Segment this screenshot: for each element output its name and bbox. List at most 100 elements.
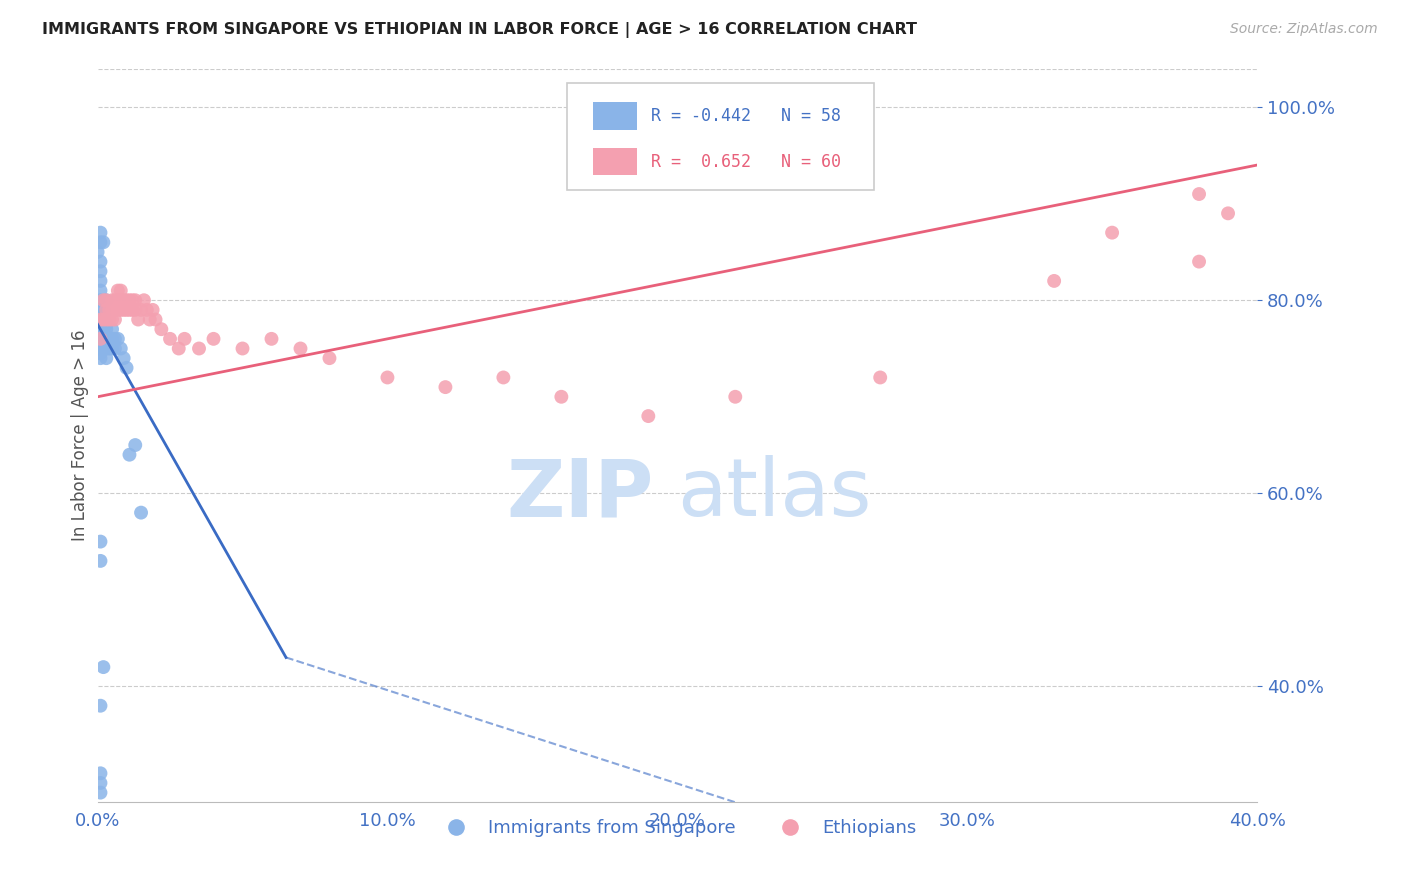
Point <box>89 293 111 308</box>
Point <box>93 312 115 326</box>
Point <box>89 326 111 341</box>
Point <box>377 370 399 384</box>
Point <box>869 370 891 384</box>
Point <box>104 342 127 356</box>
Point <box>89 226 111 240</box>
Point <box>104 302 127 317</box>
Point <box>135 302 157 317</box>
Point <box>1188 187 1211 202</box>
Point <box>89 322 111 336</box>
Point <box>112 302 135 317</box>
Point <box>89 766 111 780</box>
Point <box>142 302 165 317</box>
Point <box>202 332 225 346</box>
Legend: Immigrants from Singapore, Ethiopians: Immigrants from Singapore, Ethiopians <box>430 812 924 845</box>
Point <box>98 312 121 326</box>
Text: IMMIGRANTS FROM SINGAPORE VS ETHIOPIAN IN LABOR FORCE | AGE > 16 CORRELATION CHA: IMMIGRANTS FROM SINGAPORE VS ETHIOPIAN I… <box>42 22 917 38</box>
Point <box>89 274 111 288</box>
Bar <box>593 102 637 129</box>
Point <box>1188 254 1211 268</box>
Point <box>93 312 115 326</box>
Point <box>121 293 143 308</box>
Point <box>89 254 111 268</box>
Point <box>89 332 111 346</box>
Point <box>96 293 118 308</box>
Point <box>231 342 253 356</box>
Point <box>173 332 195 346</box>
Point <box>101 332 124 346</box>
Point <box>115 360 138 375</box>
Point <box>93 322 115 336</box>
Point <box>93 302 115 317</box>
Point <box>89 336 111 351</box>
Point <box>89 346 111 360</box>
Point <box>89 351 111 366</box>
Text: ZIP: ZIP <box>508 455 654 533</box>
Point <box>124 302 146 317</box>
Point <box>110 342 132 356</box>
Point <box>110 302 132 317</box>
Point <box>124 438 146 452</box>
Point <box>1216 206 1239 220</box>
Point <box>107 332 129 346</box>
Point <box>115 293 138 308</box>
Point <box>101 302 124 317</box>
Point <box>96 322 118 336</box>
Point <box>89 332 111 346</box>
Point <box>89 534 111 549</box>
Point <box>159 332 181 346</box>
Point <box>724 390 747 404</box>
Point <box>89 284 111 298</box>
Point <box>290 342 312 356</box>
Point <box>1043 274 1066 288</box>
Point <box>93 660 115 674</box>
Point <box>96 318 118 332</box>
Point <box>167 342 190 356</box>
Point <box>124 293 146 308</box>
Bar <box>593 147 637 176</box>
Point <box>188 342 211 356</box>
Point <box>104 312 127 326</box>
Text: Source: ZipAtlas.com: Source: ZipAtlas.com <box>1230 22 1378 37</box>
Point <box>127 312 149 326</box>
Point <box>93 326 115 341</box>
Point <box>132 293 155 308</box>
Point <box>96 302 118 317</box>
Point <box>112 293 135 308</box>
Point <box>101 322 124 336</box>
Point <box>96 332 118 346</box>
Point <box>118 448 141 462</box>
FancyBboxPatch shape <box>567 83 875 190</box>
Point <box>89 312 111 326</box>
Point <box>89 786 111 800</box>
Point <box>112 351 135 366</box>
Point <box>1101 226 1123 240</box>
Point <box>150 322 173 336</box>
Point <box>96 293 118 308</box>
Point <box>115 302 138 317</box>
Point <box>96 351 118 366</box>
Point <box>89 318 111 332</box>
Point <box>89 264 111 278</box>
Point <box>107 293 129 308</box>
Point <box>145 312 167 326</box>
Point <box>89 312 111 326</box>
Point <box>93 332 115 346</box>
Point <box>121 302 143 317</box>
Text: R =  0.652   N = 60: R = 0.652 N = 60 <box>651 153 841 170</box>
Point <box>492 370 515 384</box>
Point <box>96 342 118 356</box>
Point <box>89 776 111 790</box>
Point <box>93 235 115 250</box>
Y-axis label: In Labor Force | Age > 16: In Labor Force | Age > 16 <box>72 330 89 541</box>
Point <box>89 332 111 346</box>
Point <box>89 342 111 356</box>
Point <box>96 312 118 326</box>
Point <box>101 293 124 308</box>
Point <box>110 293 132 308</box>
Point <box>434 380 457 394</box>
Point <box>260 332 283 346</box>
Point <box>110 284 132 298</box>
Point <box>107 284 129 298</box>
Point <box>101 342 124 356</box>
